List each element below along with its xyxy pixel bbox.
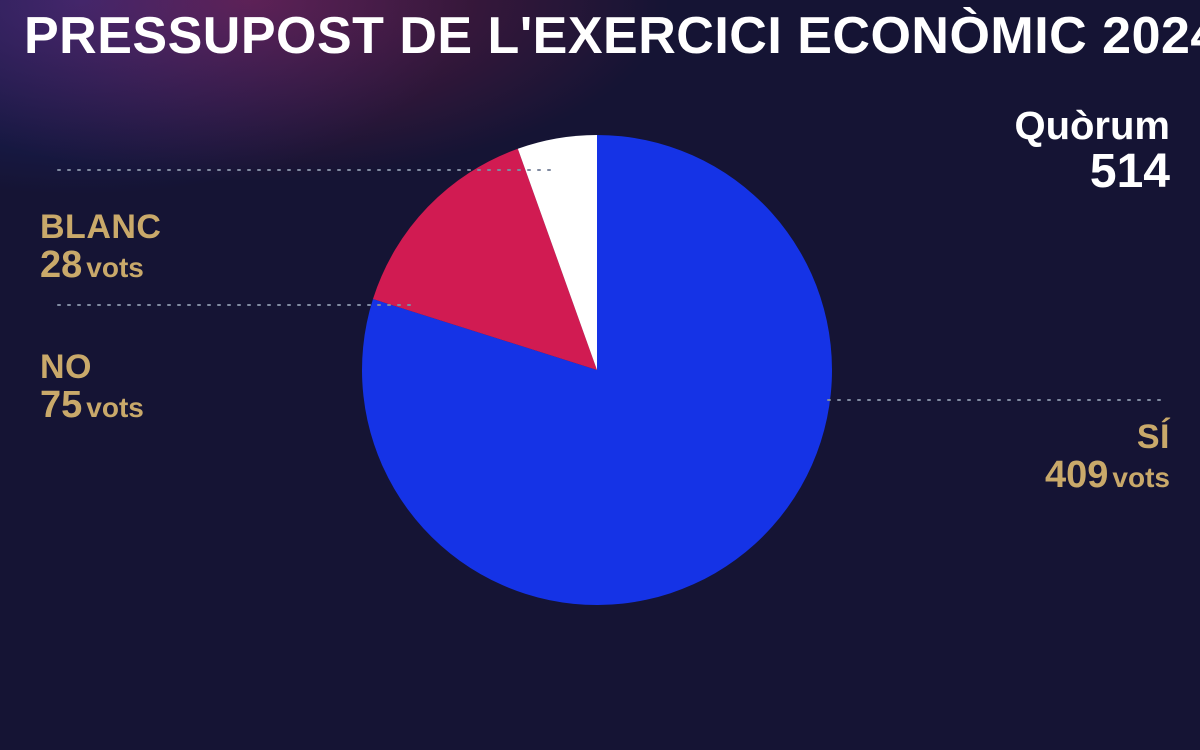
- vote-label-value: 28: [40, 244, 82, 286]
- quorum-label: Quòrum: [1014, 105, 1170, 147]
- vote-label-unit: vots: [86, 252, 144, 283]
- vote-label-name: NO: [40, 350, 144, 386]
- vote-label-si: SÍ409vots: [1045, 420, 1170, 496]
- quorum-value: 514: [1014, 147, 1170, 197]
- vote-label-value: 409: [1045, 454, 1108, 496]
- vote-label-unit: vots: [86, 392, 144, 423]
- vote-label-name: BLANC: [40, 210, 161, 246]
- vote-label-value-line: 409vots: [1045, 456, 1170, 496]
- vote-label-name: SÍ: [1045, 420, 1170, 456]
- chart-title: PRESSUPOST DE L'EXERCICI ECONÒMIC 2024/2…: [24, 10, 1176, 62]
- vote-label-value-line: 75vots: [40, 386, 144, 426]
- chart-stage: PRESSUPOST DE L'EXERCICI ECONÒMIC 2024/2…: [0, 0, 1200, 750]
- pie-chart: [362, 135, 832, 605]
- vote-label-unit: vots: [1112, 462, 1170, 493]
- vote-label-value: 75: [40, 384, 82, 426]
- vote-label-value-line: 28vots: [40, 246, 161, 286]
- vote-label-blanc: BLANC28vots: [40, 210, 161, 286]
- vote-label-no: NO75vots: [40, 350, 144, 426]
- quorum-block: Quòrum 514: [1014, 105, 1170, 197]
